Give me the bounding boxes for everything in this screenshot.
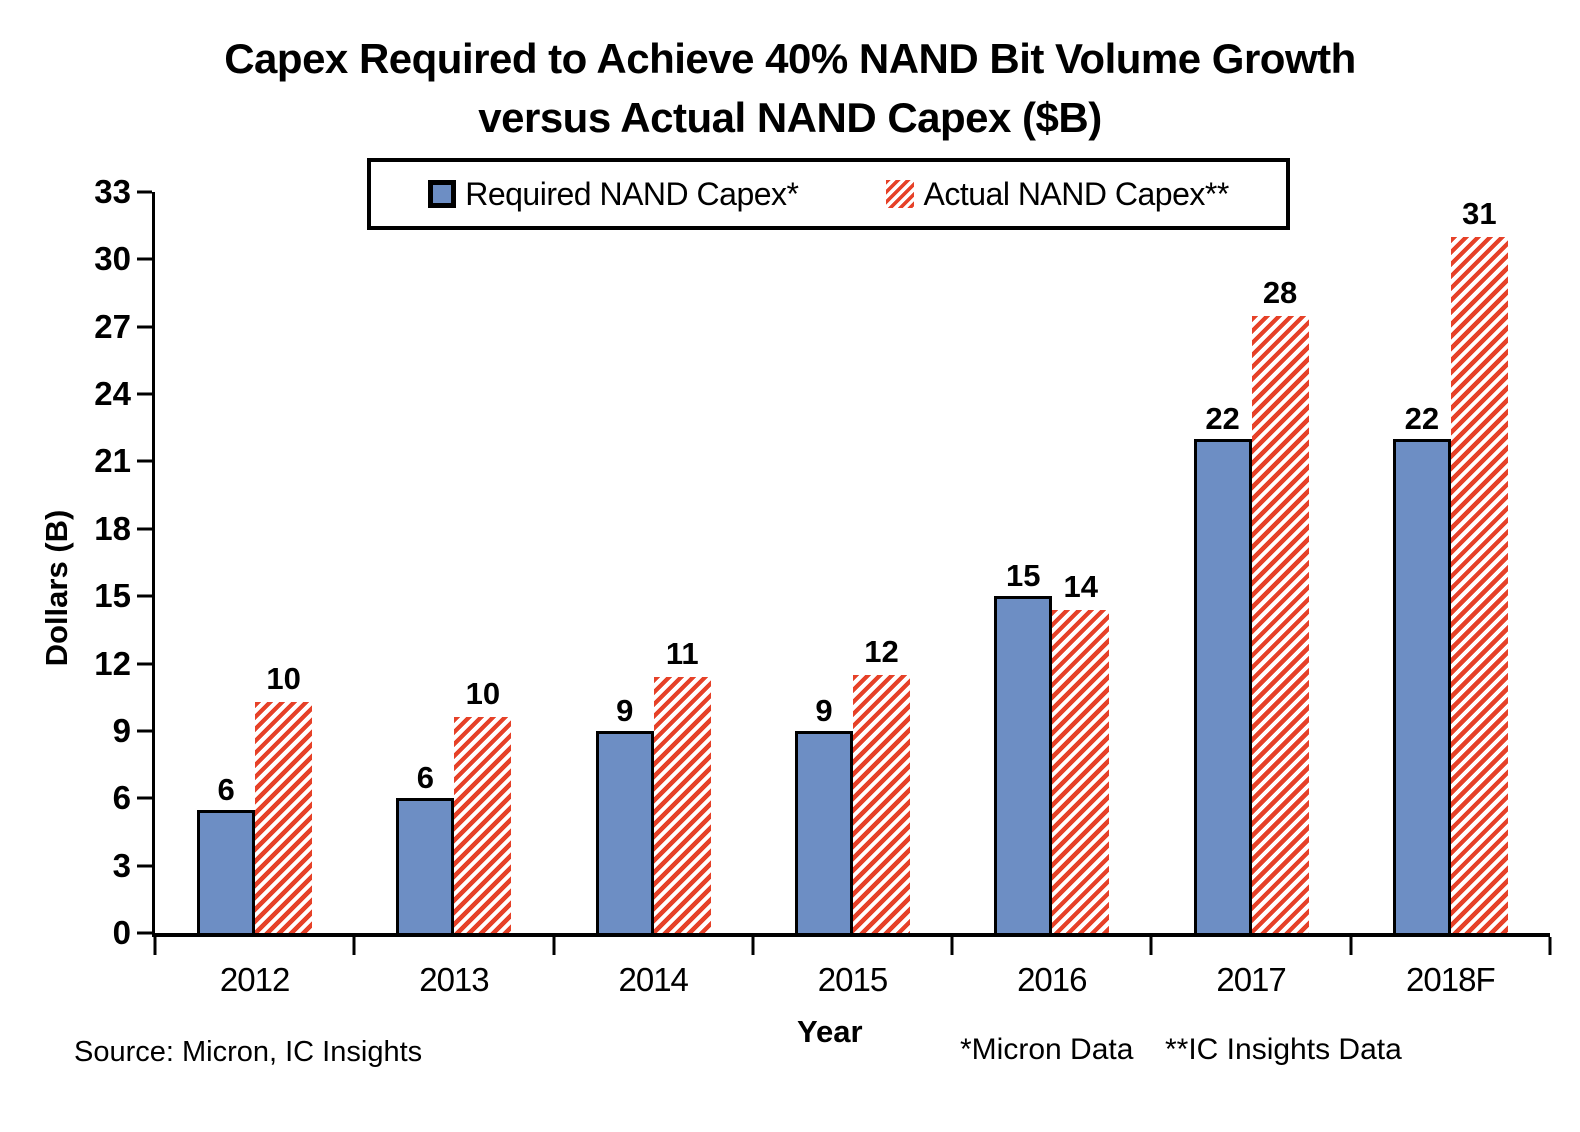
actual-bar-2015: 12 xyxy=(852,636,910,933)
y-axis-tick xyxy=(137,325,152,329)
y-axis-tick xyxy=(137,662,152,666)
category-group-2016: 15 14 2016 xyxy=(952,192,1151,998)
y-axis-tick xyxy=(137,190,152,194)
value-label: 15 xyxy=(1006,558,1041,594)
y-axis-tick xyxy=(137,594,152,598)
required-bar-2014: 9 xyxy=(595,695,654,933)
value-label: 22 xyxy=(1404,401,1440,436)
y-axis-tick xyxy=(137,257,152,261)
x-axis-tick xyxy=(1149,937,1153,955)
x-axis-category-label: 2018F xyxy=(1406,961,1496,998)
y-axis-tick xyxy=(137,864,152,868)
blue-square-swatch-icon xyxy=(428,180,457,208)
value-label: 6 xyxy=(416,760,435,796)
y-axis-tick xyxy=(137,729,152,733)
x-axis-tick xyxy=(552,937,556,955)
y-axis-tick xyxy=(137,796,152,800)
red-hatched-swatch-icon xyxy=(886,180,915,208)
legend-item-required: Required NAND Capex* xyxy=(428,175,799,213)
x-axis-tick xyxy=(153,937,157,955)
category-group-2014: 9 11 2014 xyxy=(554,192,753,998)
category-group-2018F: 22 31 2018F xyxy=(1351,192,1550,998)
chart-title: Capex Required to Achieve 40% NAND Bit V… xyxy=(0,30,1580,148)
value-label: 14 xyxy=(1063,568,1099,604)
x-axis-tick xyxy=(751,937,755,955)
x-axis-category-label: 2015 xyxy=(817,961,888,998)
value-label: 28 xyxy=(1262,274,1298,310)
category-group-2013: 6 10 2013 xyxy=(354,192,553,998)
chart-title-line1: Capex Required to Achieve 40% NAND Bit V… xyxy=(224,35,1356,82)
chart-title-line2: versus Actual NAND Capex ($B) xyxy=(478,93,1102,141)
category-group-2017: 22 28 2017 xyxy=(1151,192,1350,998)
source-note: Source: Micron, IC Insights xyxy=(74,1036,423,1068)
legend-item-actual: Actual NAND Capex** xyxy=(886,175,1229,213)
legend-label-required: Required NAND Capex* xyxy=(465,175,799,212)
value-label: 11 xyxy=(665,636,699,672)
x-axis-tick xyxy=(1548,937,1552,955)
value-label: 10 xyxy=(266,660,301,696)
value-label: 9 xyxy=(815,692,833,728)
category-group-2012: 6 10 2012 xyxy=(155,192,354,998)
required-bar-2018F: 22 xyxy=(1392,403,1451,933)
actual-bar-2014: 11 xyxy=(653,638,711,933)
value-label: 12 xyxy=(864,633,899,669)
value-label: 9 xyxy=(616,692,634,728)
legend-label-actual: Actual NAND Capex** xyxy=(923,175,1229,212)
footnote-micron: *Micron Data xyxy=(960,1033,1134,1066)
y-axis-title: Dollars (B) xyxy=(39,509,74,667)
actual-bar-2012: 10 xyxy=(255,663,313,933)
x-axis-tick xyxy=(1349,937,1353,955)
required-bar-2016: 15 xyxy=(994,560,1053,933)
x-axis-category-label: 2012 xyxy=(219,961,290,998)
actual-bar-2017: 28 xyxy=(1251,277,1309,933)
x-axis-category-label: 2013 xyxy=(419,961,489,998)
y-axis-tick xyxy=(137,931,152,935)
x-axis-tick xyxy=(950,937,954,955)
required-bar-2017: 22 xyxy=(1193,403,1252,933)
x-axis-title: Year xyxy=(797,1014,863,1049)
y-axis-tick xyxy=(137,527,152,531)
footnote-ic: **IC Insights Data xyxy=(1165,1033,1402,1066)
actual-bar-2018F: 31 xyxy=(1450,198,1508,933)
x-axis-tick xyxy=(352,937,356,955)
x-axis-category-label: 2016 xyxy=(1017,961,1087,998)
actual-bar-2016: 14 xyxy=(1052,571,1110,933)
plot-area: 0 3 6 9 12 15 18 21 24 27 30 33 6 10 2012 6 10 2013 9 11 201… xyxy=(94,175,1552,998)
x-axis-category-label: 2014 xyxy=(618,961,688,998)
actual-bar-2013: 10 xyxy=(454,678,512,933)
value-label: 10 xyxy=(465,676,501,712)
required-bar-2013: 6 xyxy=(396,762,455,933)
required-bar-2012: 6 xyxy=(197,774,256,933)
value-label: 22 xyxy=(1205,401,1240,436)
y-axis-tick xyxy=(137,392,152,396)
y-axis-tick xyxy=(137,459,152,463)
category-group-2015: 9 12 2015 xyxy=(753,192,952,998)
x-axis-category-label: 2017 xyxy=(1216,961,1286,998)
legend: Required NAND Capex* Actual NAND Capex** xyxy=(367,158,1290,230)
value-label: 31 xyxy=(1462,195,1497,231)
value-label: 6 xyxy=(217,771,235,807)
required-bar-2015: 9 xyxy=(794,695,853,933)
